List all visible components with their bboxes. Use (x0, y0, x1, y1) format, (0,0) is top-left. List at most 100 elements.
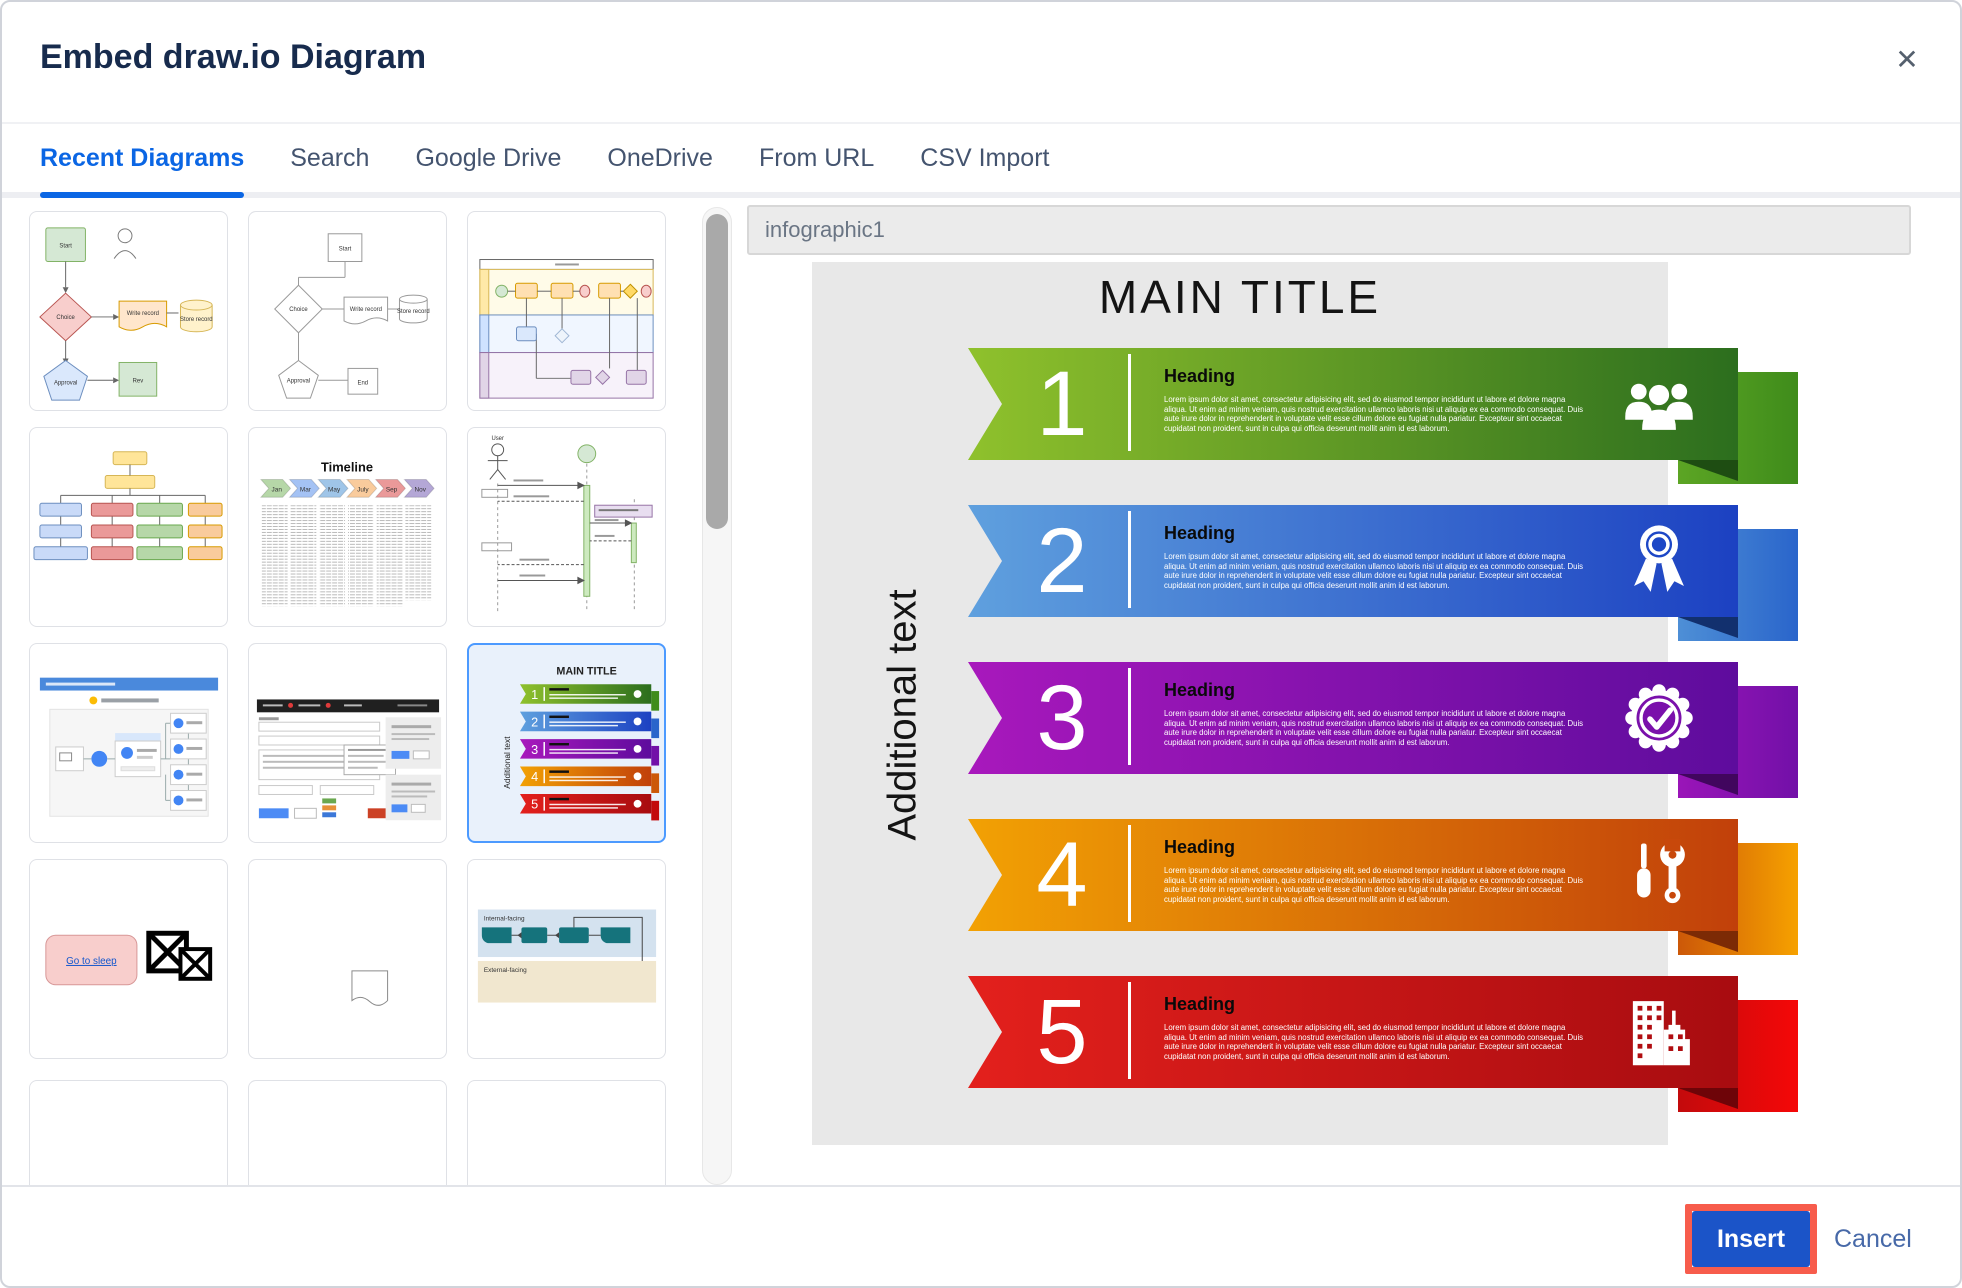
thumbnail-empty-2[interactable] (248, 1080, 447, 1185)
svg-text:Approval: Approval (54, 380, 77, 386)
step-heading: Heading (1164, 837, 1236, 857)
svg-text:Store record: Store record (397, 309, 430, 315)
step-body-text: Lorem ipsum dolor sit amet, consectetur … (1164, 552, 1584, 590)
cancel-button[interactable]: Cancel (1834, 1224, 1912, 1253)
timeline-art: Timeline Jan Mar May July Sep Nov (259, 460, 435, 607)
step-number: 3 (1036, 667, 1088, 769)
ribbon-banner: 1 Heading Lorem ipsum dolor sit amet, co… (968, 348, 1738, 460)
step-heading: Heading (1164, 523, 1236, 543)
tab-recent-diagrams[interactable]: Recent Diagrams (40, 124, 245, 198)
thumbnail-timeline[interactable]: Timeline Jan Mar May July Sep Nov (248, 427, 447, 627)
svg-text:MAIN TITLE: MAIN TITLE (556, 665, 616, 677)
thumbnail-org-chart[interactable] (29, 427, 228, 627)
svg-text:Start: Start (59, 244, 72, 250)
svg-text:5: 5 (531, 797, 538, 812)
svg-text:Additional text: Additional text (502, 736, 512, 789)
diagram-preview-canvas: MAIN TITLE Additional text 1 Heading Lor… (812, 262, 1798, 1145)
thumbnail-internal-external[interactable]: Internal-facing External-facing (467, 859, 666, 1059)
ribbon-banner: 4 Heading Lorem ipsum dolor sit amet, co… (968, 819, 1738, 931)
svg-text:Start: Start (339, 247, 352, 253)
svg-text:Choice: Choice (289, 307, 308, 313)
svg-text:3: 3 (531, 742, 538, 757)
infographic-row-3: 3 Heading Lorem ipsum dolor sit amet, co… (968, 662, 1798, 798)
svg-text:Internal-facing: Internal-facing (484, 915, 525, 922)
divider (1128, 511, 1131, 608)
step-number: 2 (1036, 510, 1088, 612)
gcp-architecture-art (39, 677, 219, 817)
thumbnail-flowchart-color[interactable]: Start Choice Write record Store record A… (29, 211, 228, 411)
tab-bar: Recent Diagrams Search Google Drive OneD… (2, 122, 1960, 200)
divider (1128, 982, 1131, 1079)
svg-text:Store record: Store record (180, 317, 213, 323)
divider (1128, 668, 1131, 765)
crossed-box-small-icon (178, 947, 213, 981)
step-heading: Heading (1164, 366, 1236, 386)
uml-sequence-art: User (481, 436, 653, 613)
thumbnail-go-to-sleep[interactable]: Go to sleep (29, 859, 228, 1059)
tools-icon (1623, 837, 1695, 913)
svg-text:Sep: Sep (386, 486, 398, 493)
svg-text:4: 4 (531, 769, 538, 784)
thumbnail-scrollbar[interactable] (702, 207, 732, 1185)
thumbnail-web-form[interactable] (248, 643, 447, 843)
svg-text:Timeline: Timeline (321, 460, 373, 475)
infographic-main-title: MAIN TITLE (1098, 271, 1382, 323)
flowchart-color-art: Start Choice Write record Store record A… (39, 227, 213, 401)
svg-text:Write record: Write record (127, 311, 159, 317)
google-logo-icon (89, 696, 98, 705)
thumbnail-empty-3[interactable] (467, 1080, 666, 1185)
flowchart-mono-art: Start Choice Write record Store record A… (274, 233, 430, 399)
step-number: 5 (1036, 981, 1088, 1083)
tab-csv-import[interactable]: CSV Import (920, 143, 1050, 172)
thumbnail-blank-note[interactable] (248, 859, 447, 1059)
step-number: 4 (1036, 824, 1088, 926)
infographic-row-5: 5 Heading Lorem ipsum dolor sit amet, co… (968, 976, 1798, 1112)
svg-text:Rev: Rev (133, 378, 144, 384)
svg-text:Jan: Jan (272, 486, 283, 493)
stick-figure-icon (487, 443, 508, 480)
tab-from-url[interactable]: From URL (758, 143, 875, 172)
svg-text:End: End (358, 380, 369, 386)
thumbnail-flowchart-mono[interactable]: Start Choice Write record Store record A… (248, 211, 447, 411)
infographic-side-label: Additional text (880, 589, 925, 841)
svg-text:2: 2 (531, 714, 538, 729)
people-group-icon (1623, 366, 1695, 442)
svg-text:1: 1 (531, 687, 538, 702)
go-to-sleep-art: Go to sleep (45, 930, 213, 986)
org-chart-art (33, 451, 223, 561)
tab-onedrive[interactable]: OneDrive (607, 143, 713, 172)
tab-google-drive[interactable]: Google Drive (415, 143, 562, 172)
close-icon[interactable]: ✕ (1895, 43, 1919, 75)
thumbnail-uml-sequence[interactable]: User (467, 427, 666, 627)
svg-text:Go to sleep: Go to sleep (66, 956, 117, 967)
scrollbar-thumb[interactable] (706, 214, 728, 529)
thumbnail-gcp-architecture[interactable] (29, 643, 228, 843)
ribbon-banner: 2 Heading Lorem ipsum dolor sit amet, co… (968, 505, 1738, 617)
svg-text:External-facing: External-facing (484, 967, 527, 974)
svg-text:July: July (357, 486, 369, 493)
step-body-text: Lorem ipsum dolor sit amet, consectetur … (1164, 709, 1584, 747)
tab-search[interactable]: Search (290, 143, 370, 172)
seal-check-icon (1623, 680, 1695, 756)
thumbnail-empty-1[interactable] (29, 1080, 228, 1185)
insert-button[interactable]: Insert (1692, 1211, 1810, 1267)
step-body-text: Lorem ipsum dolor sit amet, consectetur … (1164, 1023, 1584, 1061)
footer-divider (2, 1185, 1960, 1187)
thumbnail-infographic-selected[interactable]: MAIN TITLE Additional text 1 2 (467, 643, 666, 843)
step-number: 1 (1036, 353, 1088, 455)
step-body-text: Lorem ipsum dolor sit amet, consectetur … (1164, 395, 1584, 433)
insert-button-highlight: Insert (1685, 1204, 1817, 1274)
thumbnail-bpmn-swimlanes[interactable] (467, 211, 666, 411)
infographic-row-4: 4 Heading Lorem ipsum dolor sit amet, co… (968, 819, 1798, 955)
diagram-name-input[interactable] (747, 205, 1911, 255)
svg-text:Mar: Mar (300, 486, 312, 493)
svg-text:Nov: Nov (415, 486, 427, 493)
svg-text:May: May (328, 486, 341, 493)
internal-external-art: Internal-facing External-facing (477, 909, 657, 1003)
step-body-text: Lorem ipsum dolor sit amet, consectetur … (1164, 866, 1584, 904)
dialog-title: Embed draw.io Diagram (40, 38, 427, 76)
tab-underline-track (2, 192, 1960, 198)
divider (1128, 354, 1131, 451)
recent-diagrams-grid: Start Choice Write record Store record A… (2, 198, 682, 1185)
